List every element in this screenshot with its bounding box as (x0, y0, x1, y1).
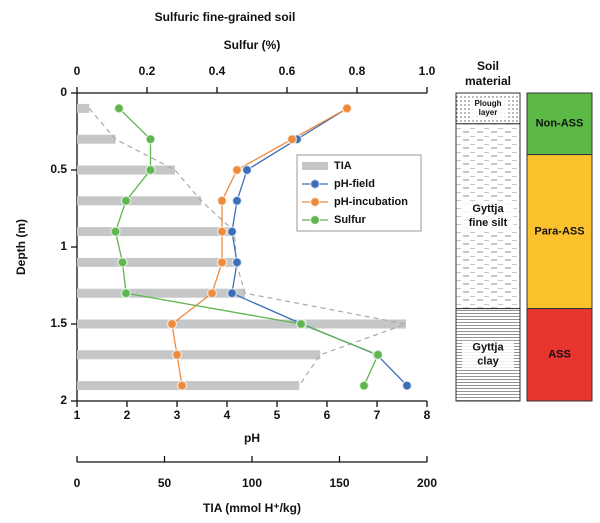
class-band (526, 92, 593, 156)
point (117, 257, 128, 268)
point (286, 133, 298, 145)
x-tick-label: 8 (424, 408, 431, 422)
point (231, 257, 243, 268)
soil-label: layer (479, 108, 498, 117)
point (206, 287, 218, 299)
x2-tick-label: 0.8 (349, 64, 366, 78)
x3-tick-label: 50 (158, 476, 172, 490)
x-tick-label: 5 (274, 408, 281, 422)
soil-label: Gyttja (472, 203, 504, 215)
point (120, 195, 132, 207)
bar (77, 350, 321, 360)
y-axis-title: Depth (m) (14, 219, 28, 275)
point (145, 133, 156, 145)
bar (77, 288, 245, 298)
point (216, 226, 228, 237)
x-tick-label: 7 (374, 408, 381, 422)
y-tick-label: 0.5 (50, 162, 67, 176)
chart-title: Sulfuric fine-grained soil (155, 10, 296, 24)
x2-tick-label: 0.2 (139, 64, 156, 78)
bar (77, 196, 202, 206)
bar (77, 381, 300, 391)
legend-swatch (309, 178, 321, 190)
x2-axis-title: Sulfur (%) (224, 38, 281, 52)
bar (77, 165, 175, 175)
y-tick-label: 1 (60, 239, 67, 253)
point (226, 226, 238, 237)
bar (77, 319, 406, 329)
soil-label: fine silt (469, 217, 508, 229)
bar (77, 227, 235, 237)
label-bg (470, 107, 506, 118)
point (113, 103, 125, 114)
bar (77, 257, 237, 267)
point (171, 349, 183, 361)
bar (77, 103, 90, 113)
point (145, 164, 156, 176)
point (231, 164, 243, 176)
x3-tick-label: 100 (242, 476, 262, 490)
x3-tick-label: 200 (417, 476, 437, 490)
x3-tick-label: 0 (74, 476, 81, 490)
soil-label: Plough (474, 99, 501, 108)
point (176, 380, 188, 391)
series-line (114, 107, 379, 386)
class-band (526, 154, 593, 310)
point (401, 380, 413, 391)
soil-layer (455, 92, 521, 125)
soil-label: clay (477, 356, 499, 368)
point (166, 318, 178, 330)
x2-tick-label: 0 (74, 64, 81, 78)
class-label: ASS (548, 349, 571, 361)
label-bg (462, 340, 514, 355)
label-bg (462, 354, 514, 369)
label-bg (462, 202, 514, 217)
x-axis-title: pH (244, 431, 260, 445)
x-tick-label: 3 (174, 408, 181, 422)
soil-title: Soil (477, 59, 499, 73)
y-tick-label: 1.5 (50, 316, 67, 330)
point (216, 195, 228, 207)
bar (77, 134, 116, 144)
x-tick-label: 1 (74, 408, 81, 422)
legend-swatch (309, 196, 321, 208)
label-bg (470, 98, 506, 109)
x-tick-label: 4 (224, 408, 231, 422)
point (226, 287, 238, 299)
x-tick-label: 2 (124, 408, 131, 422)
x2-tick-label: 0.4 (209, 64, 226, 78)
legend-swatch (302, 162, 328, 170)
legend-label: Sulfur (334, 214, 366, 226)
legend-label: TIA (334, 160, 352, 172)
x2-tick-label: 1.0 (419, 64, 436, 78)
class-label: Non-ASS (536, 118, 584, 130)
class-band (526, 308, 593, 402)
point (358, 380, 370, 391)
legend-label: pH-field (334, 178, 375, 190)
series-line (231, 107, 408, 387)
y-tick-label: 2 (60, 393, 67, 407)
legend-swatch (309, 214, 321, 226)
point (216, 257, 228, 268)
soil-title: material (465, 74, 511, 88)
point (110, 226, 121, 237)
point (372, 349, 384, 361)
point (120, 287, 132, 299)
point (231, 195, 243, 207)
x2-tick-label: 0.6 (279, 64, 296, 78)
point (241, 164, 253, 176)
legend-label: pH-incubation (334, 196, 408, 208)
y-tick-label: 0 (60, 85, 67, 99)
bar-trend (88, 108, 409, 386)
series-line (171, 107, 348, 386)
point (341, 103, 353, 114)
point (295, 318, 307, 330)
x3-axis-title: TIA (mmol H⁺/kg) (203, 501, 301, 515)
label-bg (462, 216, 514, 231)
soil-label: Gyttja (472, 342, 504, 354)
class-label: Para-ASS (534, 226, 584, 238)
x3-tick-label: 150 (329, 476, 349, 490)
x-tick-label: 6 (324, 408, 331, 422)
